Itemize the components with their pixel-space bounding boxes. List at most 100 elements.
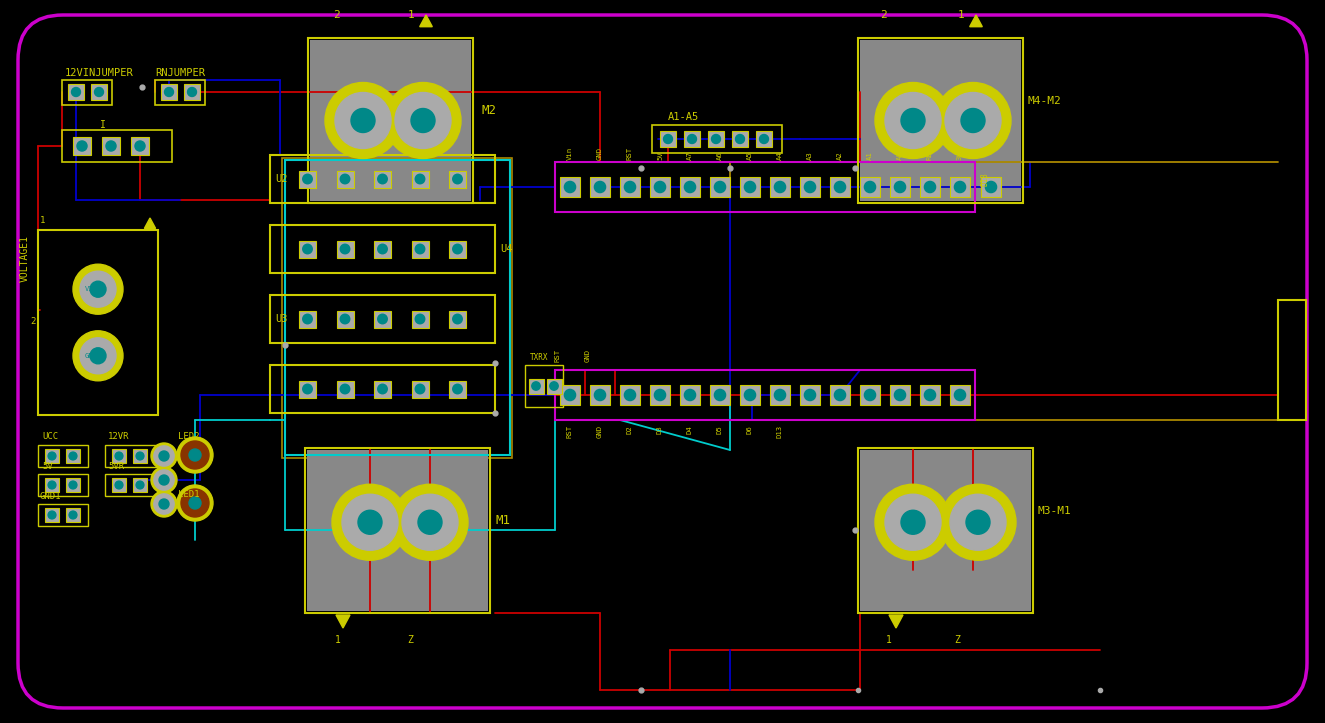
Circle shape bbox=[189, 497, 201, 509]
Circle shape bbox=[80, 338, 117, 374]
Circle shape bbox=[415, 244, 425, 254]
Bar bbox=[449, 310, 466, 328]
Text: GND: GND bbox=[598, 147, 603, 160]
Text: D13: D13 bbox=[776, 425, 783, 438]
Circle shape bbox=[154, 470, 174, 490]
Circle shape bbox=[774, 390, 786, 401]
Text: D5: D5 bbox=[717, 425, 723, 434]
Bar bbox=[337, 171, 354, 187]
Bar bbox=[920, 177, 939, 197]
Circle shape bbox=[925, 390, 935, 401]
Bar bbox=[449, 171, 466, 187]
Text: A4: A4 bbox=[776, 151, 783, 160]
Circle shape bbox=[874, 484, 951, 560]
Circle shape bbox=[415, 315, 425, 324]
Bar bbox=[620, 385, 640, 405]
Text: VIN: VIN bbox=[85, 286, 98, 292]
Circle shape bbox=[378, 315, 387, 324]
Circle shape bbox=[358, 510, 382, 534]
Bar bbox=[38, 504, 87, 526]
Text: 1: 1 bbox=[958, 10, 965, 20]
Circle shape bbox=[925, 181, 935, 192]
Text: 2: 2 bbox=[333, 10, 339, 20]
Circle shape bbox=[341, 244, 350, 254]
Circle shape bbox=[550, 382, 558, 390]
Circle shape bbox=[136, 452, 144, 460]
Bar bbox=[710, 385, 730, 405]
Bar bbox=[860, 450, 1031, 611]
Circle shape bbox=[901, 108, 925, 132]
Bar bbox=[555, 162, 975, 212]
Bar bbox=[739, 385, 761, 405]
Circle shape bbox=[335, 93, 391, 148]
FancyBboxPatch shape bbox=[19, 15, 1306, 708]
Circle shape bbox=[69, 481, 77, 489]
Text: D4: D4 bbox=[686, 425, 693, 434]
Bar bbox=[282, 158, 511, 458]
Bar bbox=[305, 448, 490, 613]
Bar bbox=[660, 131, 676, 147]
Bar bbox=[412, 310, 428, 328]
Circle shape bbox=[885, 495, 941, 550]
Circle shape bbox=[341, 315, 350, 324]
Circle shape bbox=[151, 443, 178, 469]
Bar bbox=[62, 130, 172, 162]
Circle shape bbox=[564, 181, 575, 192]
Circle shape bbox=[77, 141, 87, 151]
Text: 1: 1 bbox=[408, 10, 415, 20]
Bar bbox=[270, 155, 496, 203]
Bar bbox=[131, 137, 148, 155]
Bar bbox=[529, 379, 543, 393]
Circle shape bbox=[73, 331, 123, 381]
Circle shape bbox=[48, 481, 56, 489]
Circle shape bbox=[159, 451, 170, 461]
Text: I: I bbox=[99, 120, 106, 130]
Bar bbox=[374, 171, 391, 187]
Text: D13: D13 bbox=[980, 172, 988, 186]
Circle shape bbox=[48, 452, 56, 460]
Bar bbox=[132, 449, 147, 463]
Circle shape bbox=[655, 390, 665, 401]
Bar bbox=[859, 448, 1034, 613]
Circle shape bbox=[685, 181, 696, 192]
Bar bbox=[184, 84, 200, 100]
Circle shape bbox=[745, 181, 755, 192]
Text: M: M bbox=[912, 118, 914, 123]
Text: A6: A6 bbox=[717, 151, 723, 160]
Circle shape bbox=[378, 174, 387, 184]
Bar bbox=[590, 177, 610, 197]
Text: RNJUMPER: RNJUMPER bbox=[155, 68, 205, 78]
Bar bbox=[45, 508, 60, 522]
Circle shape bbox=[178, 437, 213, 473]
Circle shape bbox=[401, 495, 458, 550]
Circle shape bbox=[954, 181, 966, 192]
Bar bbox=[68, 84, 83, 100]
Circle shape bbox=[745, 390, 755, 401]
Text: U4: U4 bbox=[500, 244, 513, 254]
Circle shape bbox=[94, 87, 103, 96]
Bar bbox=[449, 380, 466, 398]
Text: Vin: Vin bbox=[567, 147, 572, 160]
Text: RST: RST bbox=[555, 349, 560, 362]
Circle shape bbox=[685, 390, 696, 401]
Bar bbox=[890, 385, 910, 405]
Circle shape bbox=[804, 390, 816, 401]
Circle shape bbox=[531, 382, 541, 390]
Bar bbox=[66, 478, 80, 492]
Bar bbox=[66, 449, 80, 463]
Text: M1: M1 bbox=[496, 514, 510, 527]
Circle shape bbox=[874, 82, 951, 158]
Circle shape bbox=[188, 87, 196, 96]
Bar bbox=[270, 365, 496, 413]
Bar bbox=[155, 80, 205, 105]
Circle shape bbox=[69, 452, 77, 460]
Text: 1: 1 bbox=[335, 635, 341, 645]
Bar bbox=[299, 171, 315, 187]
Circle shape bbox=[417, 510, 443, 534]
Bar bbox=[105, 445, 156, 467]
Bar bbox=[38, 445, 87, 467]
Circle shape bbox=[72, 87, 81, 96]
Bar bbox=[374, 241, 391, 257]
Circle shape bbox=[159, 475, 170, 485]
Circle shape bbox=[950, 495, 1006, 550]
